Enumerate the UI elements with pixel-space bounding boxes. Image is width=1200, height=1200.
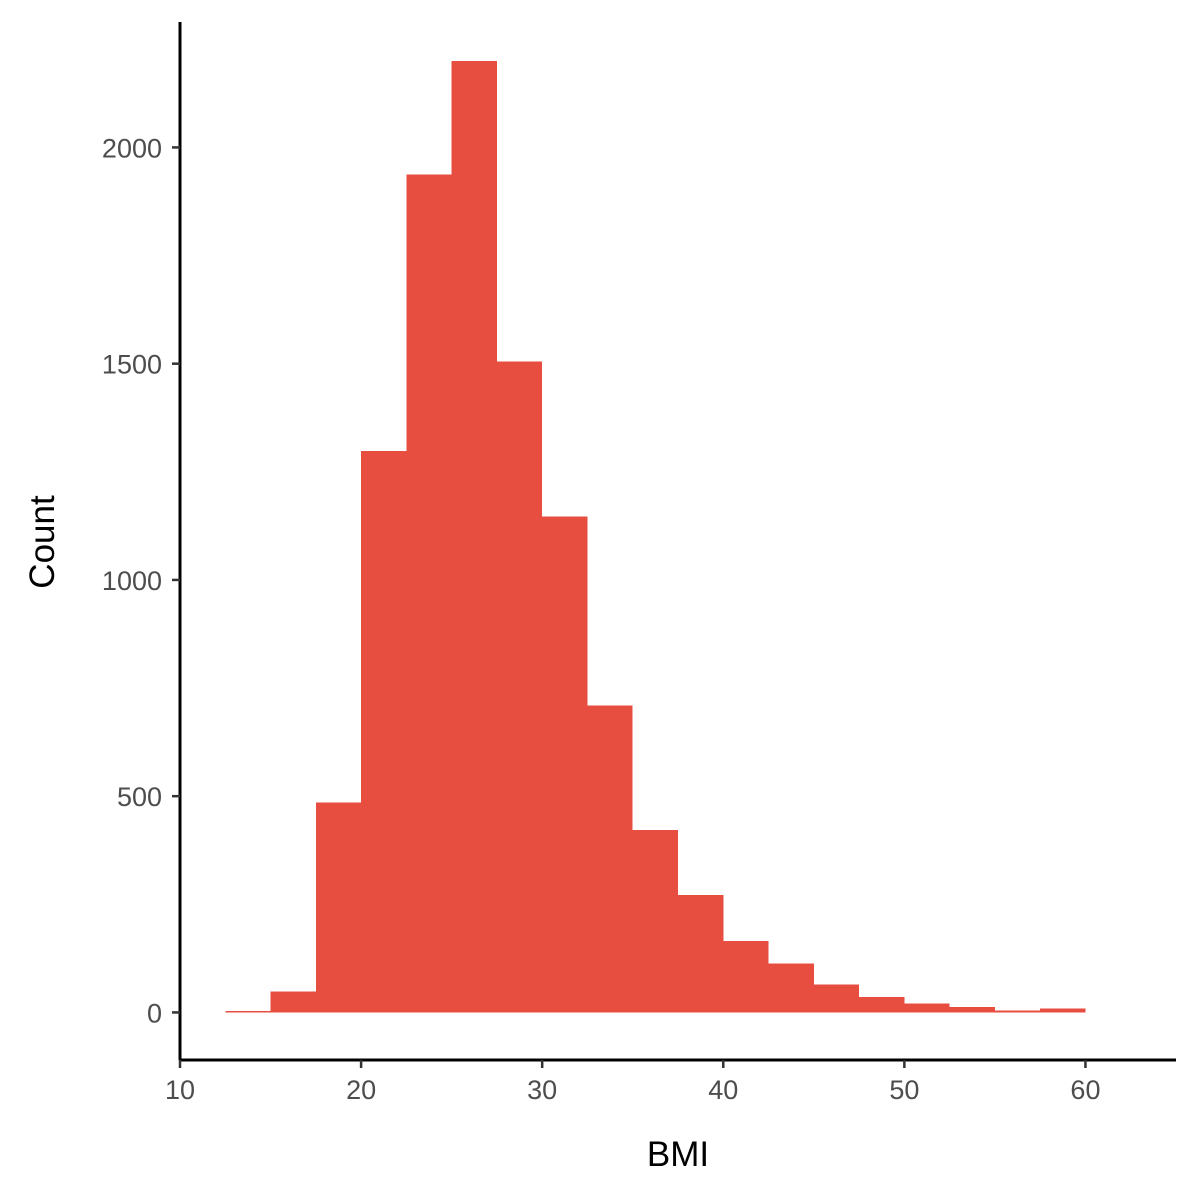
histogram-bar-2	[315, 802, 362, 1013]
histogram-bar-12	[768, 963, 814, 1013]
y-tick-label: 2000	[102, 133, 162, 163]
x-tick-label: 10	[165, 1075, 195, 1105]
histogram-bar-5	[451, 60, 497, 1013]
x-axis-title: BMI	[647, 1135, 709, 1174]
y-axis-title: Count	[23, 495, 62, 589]
histogram-bar-1	[270, 991, 316, 1013]
histogram-bar-3	[361, 451, 407, 1013]
y-tick-label: 1000	[102, 566, 162, 596]
histogram-bar-18	[1040, 1008, 1086, 1013]
histogram-bar-15	[904, 1003, 950, 1013]
histogram-bar-0	[225, 1011, 271, 1013]
y-tick-label: 1500	[102, 350, 162, 380]
x-tick-label: 40	[708, 1075, 738, 1105]
y-tick-label: 0	[147, 998, 162, 1028]
y-axis: 0 500 1000 1500 2000	[102, 22, 182, 1060]
histogram-bar-8	[587, 705, 633, 1013]
histogram-bar-9	[632, 829, 678, 1013]
histogram-bar-7	[542, 516, 588, 1013]
histogram-bar-14	[859, 996, 905, 1013]
histogram-bars	[225, 60, 1086, 1013]
x-tick-label: 30	[527, 1075, 557, 1105]
histogram-bar-6	[496, 361, 543, 1013]
histogram-bar-13	[813, 984, 860, 1013]
histogram-bar-17	[994, 1010, 1041, 1013]
histogram-bar-11	[723, 941, 769, 1013]
x-axis: 10 20 30 40 50 60	[165, 1058, 1176, 1105]
histogram-bar-10	[678, 894, 724, 1013]
x-tick-label: 20	[346, 1075, 376, 1105]
y-tick-label: 500	[117, 782, 162, 812]
x-tick-label: 60	[1070, 1075, 1100, 1105]
x-tick-label: 50	[889, 1075, 919, 1105]
histogram-bar-16	[949, 1007, 995, 1013]
histogram-bar-4	[406, 174, 452, 1013]
